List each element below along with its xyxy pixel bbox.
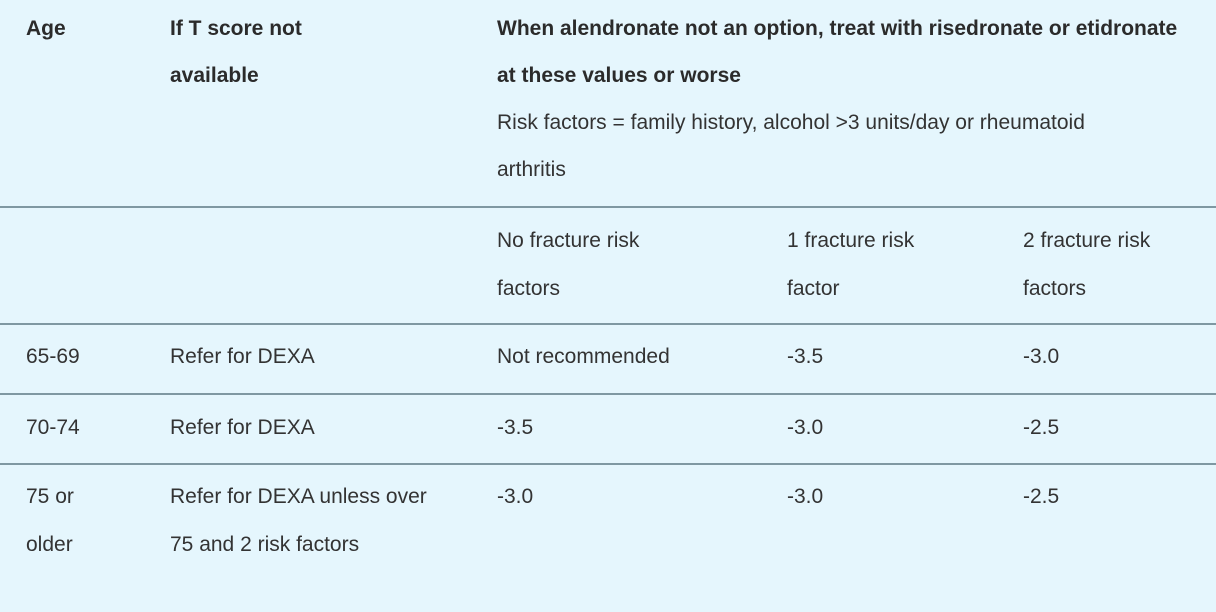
header-risk-note: Risk factors = family history, alcohol >… (497, 111, 1085, 181)
cell-no-t: Refer for DEXA unless over 75 and 2 risk… (170, 485, 427, 556)
row-divider (0, 206, 1216, 208)
row-divider (0, 463, 1216, 465)
cell-age: 75 or older (26, 485, 74, 556)
cell-1-risk: -3.0 (787, 416, 824, 439)
header-no-t-score: If T score not available (170, 17, 302, 87)
row-divider (0, 393, 1216, 395)
cell-1-risk: -3.0 (787, 485, 824, 508)
row-divider (0, 323, 1216, 325)
cell-1-risk: -3.5 (787, 345, 824, 368)
header-treatment: When alendronate not an option, treat wi… (497, 17, 1178, 87)
subheader-no-risk: No fracture risk factors (497, 229, 640, 300)
header-age: Age (26, 17, 66, 40)
cell-2-risk: -2.5 (1023, 416, 1060, 439)
cell-no-risk: -3.0 (497, 485, 534, 508)
subheader-2-risk: 2 fracture risk factors (1023, 229, 1151, 300)
cell-age: 65-69 (26, 345, 80, 368)
cell-2-risk: -2.5 (1023, 485, 1060, 508)
header-treatment-cell: When alendronate not an option, treat wi… (497, 5, 1197, 193)
cell-no-risk: Not recommended (497, 345, 670, 368)
subheader-1-risk: 1 fracture risk factor (787, 229, 915, 300)
cell-age: 70-74 (26, 416, 80, 439)
cell-2-risk: -3.0 (1023, 345, 1060, 368)
cell-no-t: Refer for DEXA (170, 345, 315, 368)
cell-no-t: Refer for DEXA (170, 416, 315, 439)
cell-no-risk: -3.5 (497, 416, 534, 439)
